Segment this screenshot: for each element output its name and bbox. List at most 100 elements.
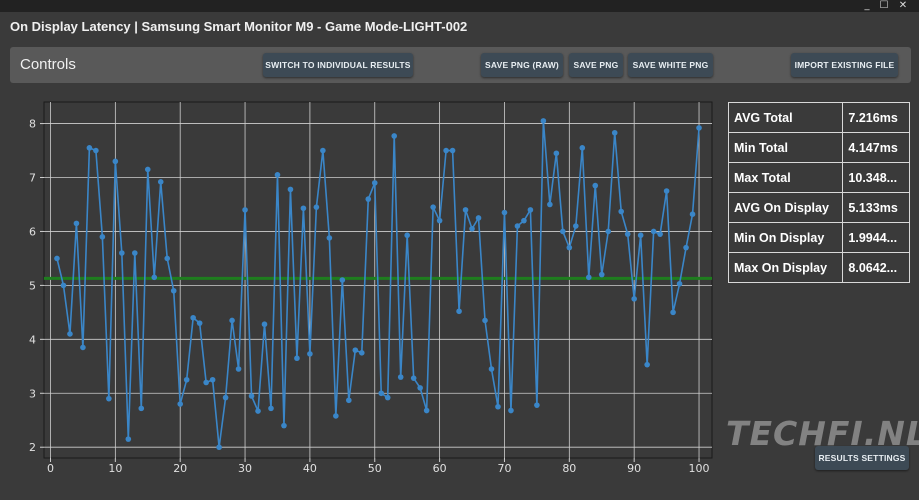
data-point (488, 366, 495, 372)
data-point (579, 145, 586, 151)
data-point (547, 201, 553, 208)
data-point (397, 374, 404, 380)
data-point (203, 379, 209, 386)
title-bar: On Display Latency | Samsung Smart Monit… (0, 12, 919, 42)
data-point (54, 255, 60, 262)
save-png-button[interactable]: SAVE PNG (569, 53, 623, 77)
data-point (170, 287, 177, 294)
stats-row: Max On Display 8.0642... (727, 252, 910, 283)
y-tick-label: 2 (29, 441, 36, 454)
data-point (190, 314, 196, 321)
x-tick-label: 80 (562, 462, 576, 475)
data-point (391, 133, 398, 139)
data-point (462, 207, 469, 213)
x-tick-label: 50 (368, 462, 382, 475)
data-point (216, 444, 222, 451)
data-point (508, 407, 514, 414)
data-point (73, 220, 80, 227)
data-point (138, 405, 145, 412)
data-point (624, 231, 631, 237)
data-point (475, 215, 482, 221)
stat-value: 4.147ms (842, 132, 910, 163)
data-point (60, 282, 67, 289)
data-point (683, 244, 689, 251)
data-point (157, 179, 164, 185)
data-point (644, 361, 650, 368)
data-point (346, 397, 352, 404)
data-point (598, 271, 605, 278)
x-tick-label: 60 (433, 462, 447, 475)
data-point (294, 355, 300, 362)
data-point (514, 223, 521, 229)
data-point (650, 228, 657, 235)
controls-label: Controls (20, 56, 76, 73)
data-point (255, 408, 261, 414)
minimize-icon[interactable]: _ (864, 0, 870, 11)
data-point (404, 232, 410, 239)
save-png-raw-button[interactable]: SAVE PNG (RAW) (481, 53, 563, 77)
stat-label: Min On Display (727, 222, 844, 253)
data-point (99, 234, 106, 240)
import-existing-file-button[interactable]: IMPORT EXISTING FILE (791, 53, 898, 77)
data-point (410, 375, 417, 381)
data-point (605, 228, 612, 235)
data-point (313, 204, 320, 210)
y-tick-label: 8 (29, 118, 36, 131)
data-point (144, 166, 151, 173)
data-point (131, 250, 138, 256)
data-point (196, 320, 203, 326)
data-point (287, 186, 294, 193)
window-title: On Display Latency | Samsung Smart Monit… (10, 19, 468, 34)
x-tick-label: 30 (238, 462, 252, 475)
data-point (281, 422, 287, 429)
stats-row: Min On Display 1.9944... (727, 222, 910, 253)
stats-row: AVG On Display 5.133ms (727, 192, 910, 223)
data-point (436, 217, 443, 224)
maximize-icon[interactable]: ☐ (879, 0, 889, 11)
data-point (456, 308, 462, 315)
data-point (274, 172, 281, 178)
data-point (443, 147, 449, 154)
data-point (307, 351, 313, 357)
y-tick-label: 4 (29, 333, 36, 346)
data-point (423, 407, 430, 414)
data-point (611, 129, 618, 136)
data-point (358, 350, 365, 356)
stat-value: 8.0642... (842, 252, 910, 283)
data-point (248, 393, 255, 399)
stat-label: Max Total (727, 162, 844, 193)
data-point (365, 196, 372, 202)
data-point (585, 274, 592, 281)
stat-label: AVG Total (727, 102, 844, 133)
stat-label: Max On Display (727, 252, 844, 283)
controls-panel: Controls SWITCH TO INDIVIDUAL RESULTS SA… (10, 47, 911, 83)
switch-to-individual-results-button[interactable]: SWITCH TO INDIVIDUAL RESULTS (263, 53, 413, 77)
x-tick-label: 20 (173, 462, 187, 475)
data-point (430, 204, 436, 210)
data-point (112, 158, 119, 165)
data-point (553, 150, 560, 157)
y-tick-label: 5 (29, 279, 36, 292)
data-point (261, 321, 268, 328)
stat-value: 7.216ms (842, 102, 910, 133)
data-point (495, 403, 501, 410)
results-settings-button[interactable]: RESULTS SETTINGS (815, 446, 909, 470)
data-point (560, 228, 566, 235)
close-icon[interactable]: ✕ (898, 0, 908, 11)
data-point (80, 344, 86, 351)
data-point (657, 231, 663, 237)
data-point (670, 309, 676, 316)
x-tick-label: 40 (303, 462, 317, 475)
save-white-png-button[interactable]: SAVE WHITE PNG (628, 53, 713, 77)
data-point (177, 401, 183, 407)
x-tick-label: 10 (108, 462, 122, 475)
x-tick-label: 0 (47, 462, 54, 475)
data-point (235, 366, 242, 372)
stat-value: 1.9944... (842, 222, 910, 253)
latency-series-line (56, 120, 700, 448)
data-point (106, 395, 112, 402)
data-point (326, 235, 333, 241)
stats-row: Max Total 10.348... (727, 162, 910, 193)
stats-table: AVG Total 7.216ms Min Total 4.147ms Max Tota… (727, 102, 910, 283)
